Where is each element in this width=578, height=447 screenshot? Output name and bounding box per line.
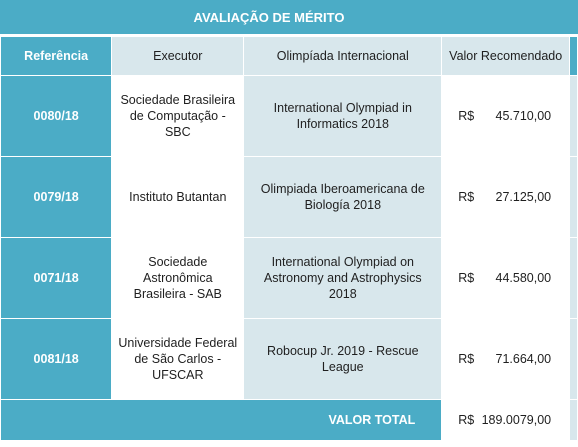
cell-valor[interactable]: R$ 44.580,00	[441, 237, 571, 319]
total-valor[interactable]: R$ 189.0079,00	[441, 399, 571, 441]
table-row: 0079/18 Instituto Butantan Olimpiada Ibe…	[0, 156, 578, 238]
header-referencia[interactable]: Referência	[0, 36, 113, 76]
currency-symbol: R$	[458, 413, 475, 427]
cell-referencia[interactable]: 0079/18	[0, 156, 113, 238]
cell-valor[interactable]: R$ 71.664,00	[441, 318, 571, 400]
cut-off-cell[interactable]	[569, 237, 578, 319]
total-label-text: VALOR TOTAL	[328, 413, 416, 427]
cut-off-cell[interactable]	[569, 156, 578, 238]
cell-executor[interactable]: Instituto Butantan	[111, 156, 245, 238]
currency-symbol: R$	[458, 190, 475, 204]
cell-referencia[interactable]: 0080/18	[0, 75, 113, 157]
sheet-title: AVALIAÇÃO DE MÉRITO	[0, 0, 578, 34]
cut-off-cell[interactable]	[569, 399, 578, 441]
cell-valor[interactable]: R$ 27.125,00	[441, 156, 571, 238]
currency-symbol: R$	[458, 271, 475, 285]
amount: 44.580,00	[495, 271, 552, 285]
header-valor[interactable]: Valor Recomendado	[441, 36, 571, 76]
table-row: 0081/18 Universidade Federal de São Carl…	[0, 318, 578, 400]
table-row: 0080/18 Sociedade Brasileira de Computaç…	[0, 75, 578, 157]
cell-valor[interactable]: R$ 45.710,00	[441, 75, 571, 157]
merit-table: Referência Executor Olimpíada Internacio…	[0, 36, 578, 441]
total-amount: 189.0079,00	[481, 413, 552, 427]
cell-executor[interactable]: Sociedade Astronômica Brasileira - SAB	[111, 237, 245, 319]
currency-symbol: R$	[458, 109, 475, 123]
cell-executor[interactable]: Sociedade Brasileira de Computação - SBC	[111, 75, 245, 157]
total-row: VALOR TOTAL R$ 189.0079,00	[0, 399, 578, 441]
cut-off-cell[interactable]	[569, 75, 578, 157]
amount: 27.125,00	[495, 190, 552, 204]
header-olimpiada[interactable]: Olimpíada Internacional	[243, 36, 443, 76]
cell-referencia[interactable]: 0081/18	[0, 318, 113, 400]
cell-olimpiada[interactable]: International Olympiad on Astronomy and …	[243, 237, 443, 319]
cell-olimpiada[interactable]: Olimpiada Iberoamericana de Biología 201…	[243, 156, 443, 238]
cut-off-cell[interactable]	[569, 318, 578, 400]
cell-olimpiada[interactable]: International Olympiad in Informatics 20…	[243, 75, 443, 157]
header-row: Referência Executor Olimpíada Internacio…	[0, 36, 578, 76]
header-cut-off-cell[interactable]	[569, 36, 578, 76]
table-row: 0071/18 Sociedade Astronômica Brasileira…	[0, 237, 578, 319]
header-executor[interactable]: Executor	[111, 36, 245, 76]
total-label[interactable]: VALOR TOTAL	[0, 399, 443, 441]
cell-olimpiada[interactable]: Robocup Jr. 2019 - Rescue League	[243, 318, 443, 400]
cell-executor[interactable]: Universidade Federal de São Carlos - UFS…	[111, 318, 245, 400]
currency-symbol: R$	[458, 352, 475, 366]
amount: 71.664,00	[495, 352, 552, 366]
amount: 45.710,00	[495, 109, 552, 123]
cell-referencia[interactable]: 0071/18	[0, 237, 113, 319]
